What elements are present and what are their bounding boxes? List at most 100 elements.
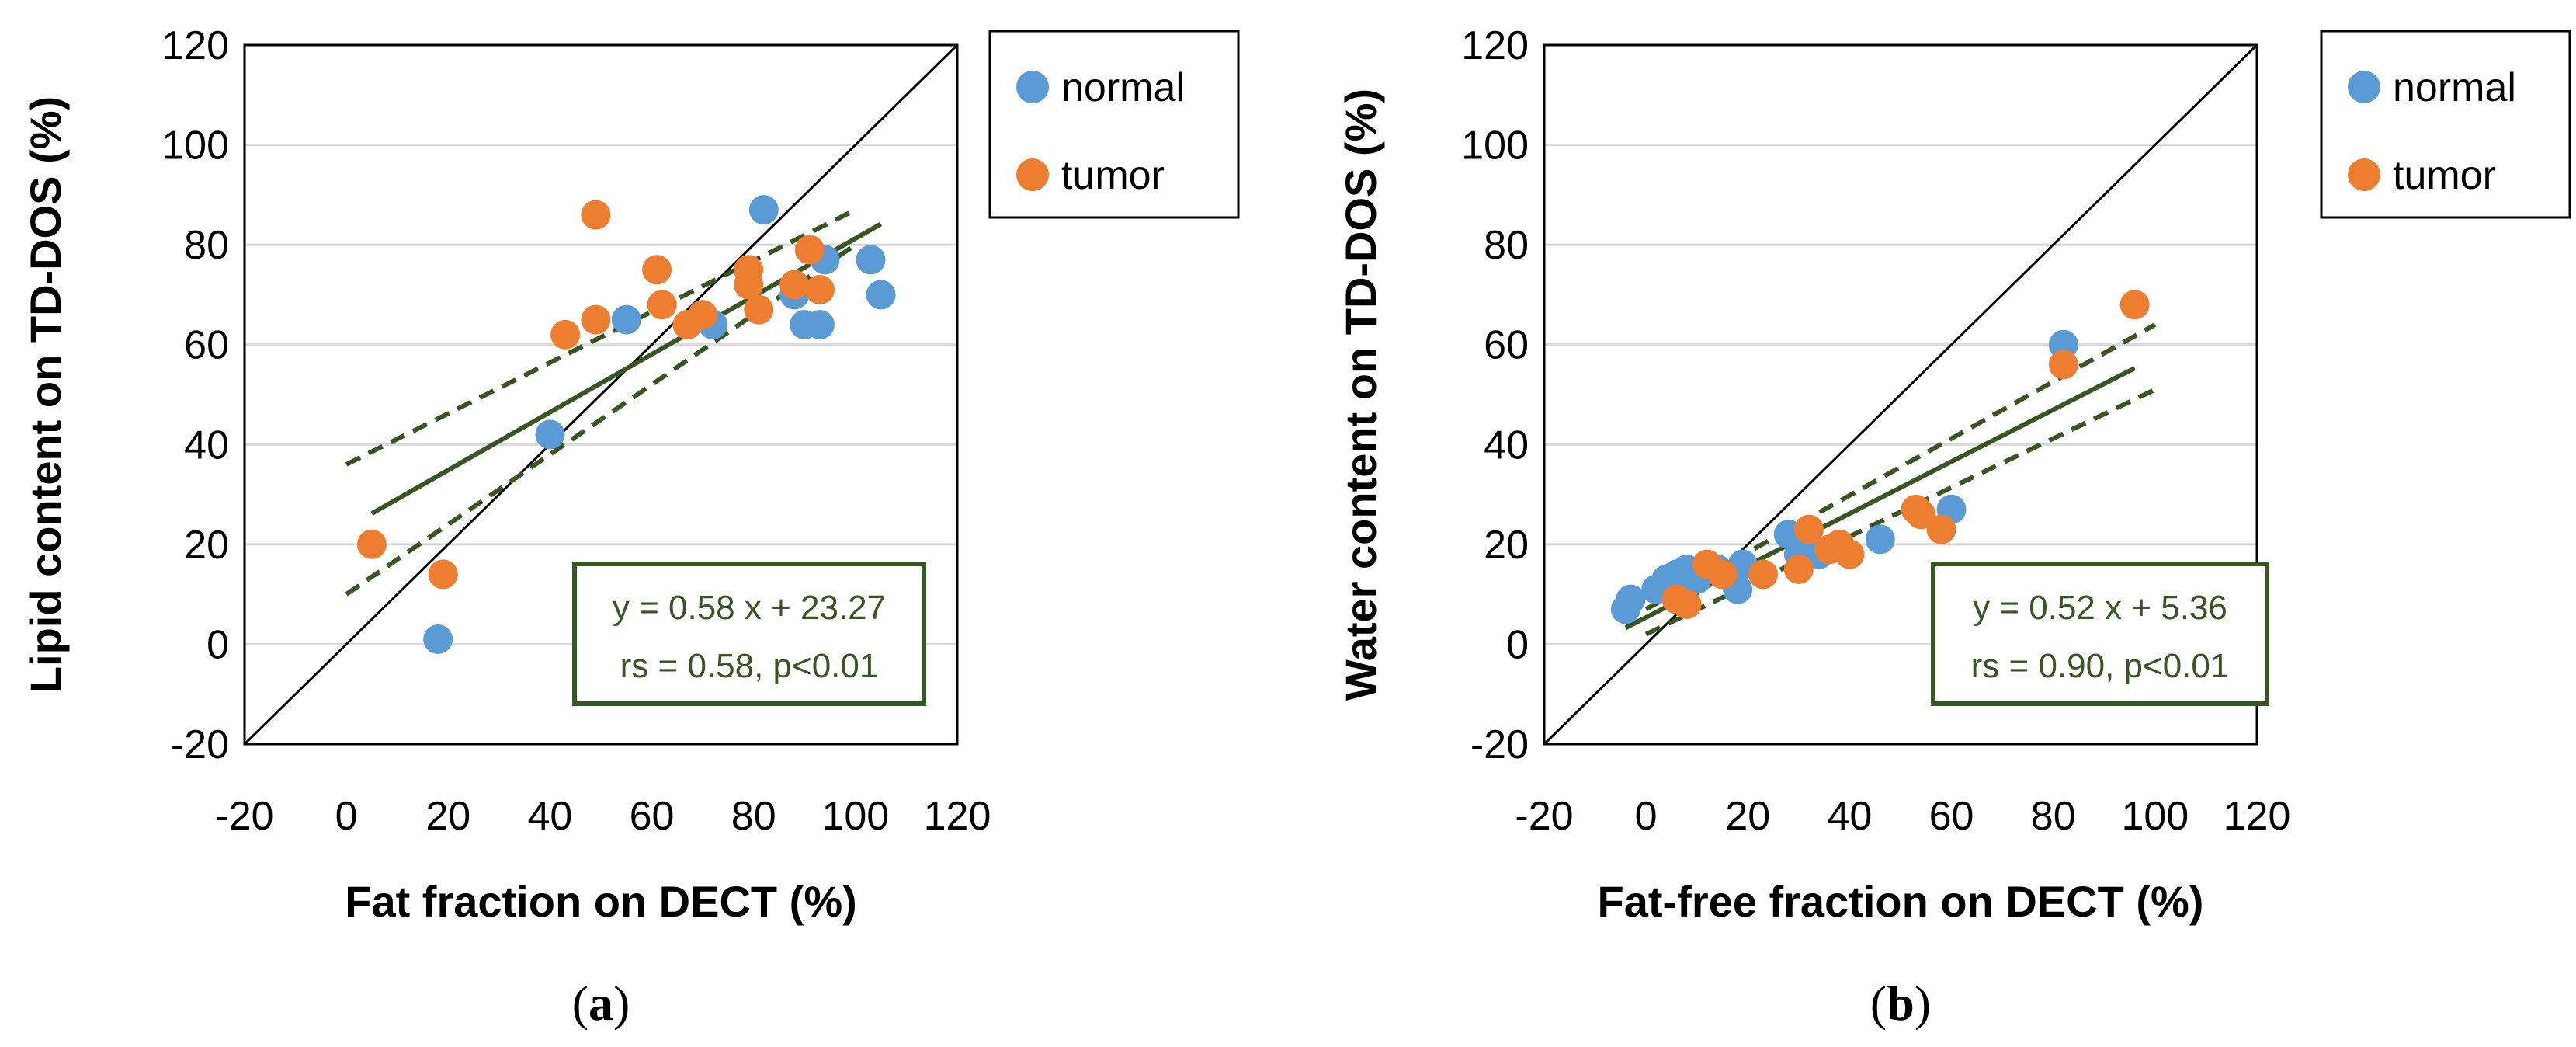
legend-label-tumor-a: tumor — [1061, 153, 1165, 198]
legend-label-normal-a: normal — [1061, 65, 1185, 110]
gridlines-b — [1544, 144, 2257, 645]
plot-frame-a — [243, 43, 959, 746]
x-tick-label-b: 60 — [1929, 794, 1974, 839]
legend-marker-normal-a — [1016, 71, 1049, 103]
point-normal-a — [611, 304, 641, 335]
point-normal-a — [535, 419, 565, 450]
y-tick-label-b: 40 — [1484, 423, 1529, 468]
x-tick-label-a: 0 — [335, 794, 358, 839]
caption-a: (a) — [572, 976, 630, 1031]
equation-a: y = 0.58 x + 23.27 — [613, 589, 886, 627]
ci-lower-line-b — [1644, 387, 2157, 637]
y-tick-label-b: 60 — [1484, 323, 1529, 368]
caption-a-close: ) — [613, 976, 630, 1031]
legend-label-normal-b: normal — [2393, 65, 2516, 110]
ci-lower-line-a — [345, 242, 857, 597]
y-tick-label-b: 20 — [1484, 523, 1529, 568]
y-tick-label-a: 80 — [184, 223, 229, 268]
point-normal-a — [748, 195, 779, 225]
point-tumor-a — [794, 235, 825, 265]
x-tick-label-a: 80 — [731, 794, 776, 839]
point-normal-a — [856, 245, 886, 275]
y-tick-label-a: 100 — [161, 123, 229, 169]
point-tumor-a — [642, 255, 672, 285]
point-tumor-b — [1793, 514, 1824, 544]
ci-upper-line-a — [345, 207, 857, 467]
equation-box-b: y = 0.52 x + 5.36 rs = 0.90, p<0.01 — [1931, 562, 2269, 706]
y-tick-label-b: 80 — [1484, 223, 1529, 268]
identity-line-a — [243, 43, 959, 746]
x-axis-title-a: Fat fraction on DECT (%) — [345, 877, 857, 926]
equation-b: y = 0.52 x + 5.36 — [1973, 589, 2227, 627]
legend-marker-normal-b — [2348, 71, 2380, 103]
y-tick-labels-b: -20 0 20 40 60 80 100 120 — [1461, 23, 1529, 767]
y-tick-label-a: 40 — [184, 423, 229, 468]
point-normal-a — [866, 280, 896, 310]
identity-line-b — [1543, 43, 2258, 746]
point-tumor-a — [356, 529, 387, 559]
y-tick-label-b: 100 — [1461, 123, 1529, 169]
legend-b: normal tumor — [2320, 30, 2571, 219]
y-tick-label-b: 0 — [1506, 622, 1529, 667]
x-tick-label-b: 20 — [1725, 794, 1770, 839]
point-tumor-a — [804, 275, 835, 304]
stats-b: rs = 0.90, p<0.01 — [1971, 647, 2230, 685]
point-tumor-a — [581, 200, 611, 230]
equation-frame-b — [1931, 562, 2269, 706]
legend-a: normal tumor — [988, 30, 1240, 219]
y-tick-label-b: -20 — [1470, 722, 1529, 767]
legend-marker-tumor-b — [2348, 158, 2380, 191]
caption-b-letter: b — [1887, 976, 1915, 1031]
panel-a: -20 0 20 40 60 80 100 120 -20 0 20 40 60 80 100 120 Li… — [21, 23, 1240, 1031]
x-tick-label-a: 20 — [425, 794, 470, 839]
x-axis-title-b: Fat-free fraction on DECT (%) — [1598, 877, 2204, 926]
point-tumor-b — [1707, 559, 1738, 590]
point-tumor-b — [1835, 539, 1865, 569]
point-tumor-b — [2119, 290, 2150, 320]
point-tumor-b — [1748, 559, 1778, 590]
x-tick-label-a: 60 — [630, 794, 675, 839]
y-tick-label-a: 20 — [184, 523, 229, 568]
y-tick-label-a: -20 — [171, 722, 229, 767]
caption-b-close: ) — [1915, 976, 1931, 1031]
point-tumor-b — [1926, 514, 1956, 544]
panel-b: -20 0 20 40 60 80 100 120 -20 0 20 40 60 80 100 120 Wa… — [1336, 23, 2571, 1031]
x-tick-label-a: -20 — [215, 794, 273, 839]
x-tick-label-a: 120 — [924, 794, 991, 839]
x-tick-label-b: 100 — [2121, 794, 2189, 839]
marks-a — [243, 43, 959, 746]
point-tumor-a — [688, 300, 718, 330]
x-tick-labels-a: -20 0 20 40 60 80 100 120 — [215, 794, 991, 839]
fit-line-a — [370, 221, 883, 516]
caption-b: (b) — [1870, 976, 1931, 1031]
point-normal-a — [423, 624, 453, 654]
y-tick-label-a: 60 — [184, 323, 229, 368]
legend-marker-tumor-a — [1016, 158, 1049, 191]
point-normal-b — [1865, 524, 1895, 555]
y-axis-title-b: Water content on TD-DOS (%) — [1336, 89, 1385, 701]
y-tick-label-b: 120 — [1461, 23, 1529, 68]
stats-a: rs = 0.58, p<0.01 — [620, 647, 879, 685]
caption-a-open: ( — [572, 976, 588, 1031]
y-axis-title-a: Lipid content on TD-DOS (%) — [21, 96, 70, 693]
equation-box-a: y = 0.58 x + 23.27 rs = 0.58, p<0.01 — [572, 562, 926, 706]
x-tick-labels-b: -20 0 20 40 60 80 100 120 — [1515, 794, 2290, 839]
point-tumor-a — [744, 294, 774, 325]
plot-frame-b — [1543, 43, 2258, 746]
caption-b-open: ( — [1870, 976, 1887, 1031]
x-tick-label-b: 0 — [1635, 794, 1658, 839]
x-tick-label-a: 100 — [821, 794, 889, 839]
point-normal-b — [1616, 584, 1646, 614]
point-tumor-a — [428, 559, 458, 590]
point-tumor-a — [734, 270, 764, 300]
x-tick-label-b: 80 — [2031, 794, 2076, 839]
x-tick-label-b: 120 — [2224, 794, 2291, 839]
point-tumor-b — [1672, 590, 1702, 619]
x-tick-label-b: 40 — [1828, 794, 1873, 839]
x-tick-label-a: 40 — [528, 794, 573, 839]
y-tick-labels-a: -20 0 20 40 60 80 100 120 — [161, 23, 229, 767]
point-tumor-a — [647, 290, 677, 320]
point-tumor-b — [1783, 555, 1814, 584]
point-tumor-b — [1906, 499, 1936, 530]
